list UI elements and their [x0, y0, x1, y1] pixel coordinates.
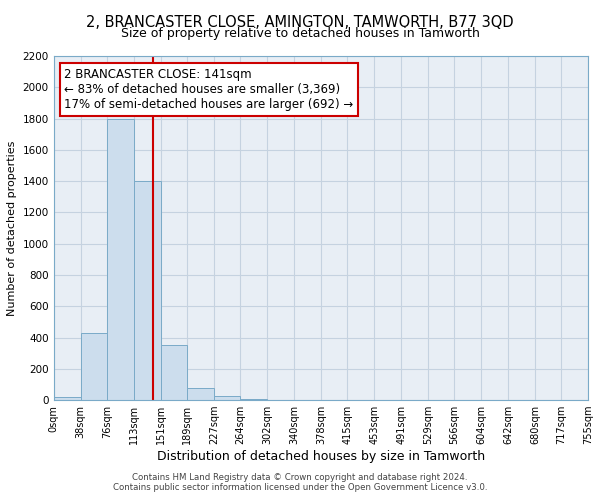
Bar — [80, 333, 107, 400]
Text: Contains HM Land Registry data © Crown copyright and database right 2024.
Contai: Contains HM Land Registry data © Crown c… — [113, 473, 487, 492]
X-axis label: Distribution of detached houses by size in Tamworth: Distribution of detached houses by size … — [157, 450, 485, 463]
Text: Size of property relative to detached houses in Tamworth: Size of property relative to detached ho… — [121, 28, 479, 40]
Bar — [107, 118, 134, 400]
Bar — [214, 396, 241, 400]
Bar — [134, 181, 161, 400]
Bar — [161, 346, 187, 400]
Text: 2 BRANCASTER CLOSE: 141sqm
← 83% of detached houses are smaller (3,369)
17% of s: 2 BRANCASTER CLOSE: 141sqm ← 83% of deta… — [64, 68, 353, 111]
Y-axis label: Number of detached properties: Number of detached properties — [7, 140, 17, 316]
Bar — [187, 388, 214, 400]
Text: 2, BRANCASTER CLOSE, AMINGTON, TAMWORTH, B77 3QD: 2, BRANCASTER CLOSE, AMINGTON, TAMWORTH,… — [86, 15, 514, 30]
Bar — [53, 397, 80, 400]
